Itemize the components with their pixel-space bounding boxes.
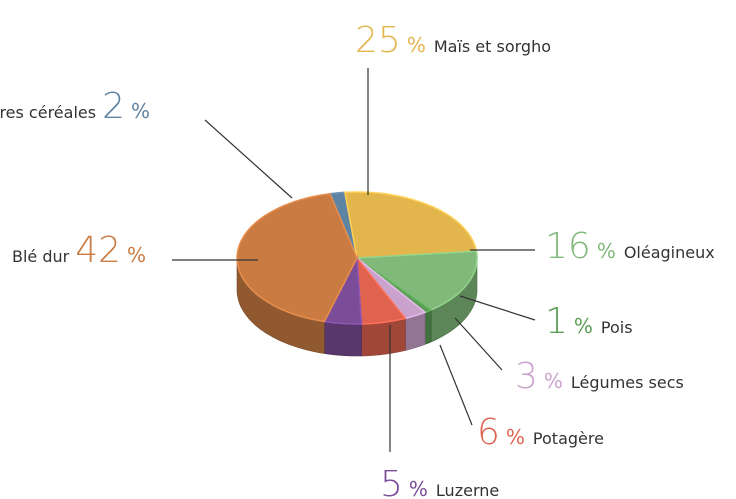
- label: 6% Potagère: [477, 412, 604, 453]
- value-unit: %: [127, 243, 146, 267]
- label: 3% Légumes secs: [515, 356, 684, 397]
- category-label: Pois: [601, 318, 633, 337]
- category-label: Oléagineux: [624, 243, 715, 262]
- value-number: 25: [355, 20, 401, 61]
- pie: [236, 191, 478, 357]
- value-label: 16%: [545, 226, 616, 267]
- value-number: 2: [102, 86, 125, 127]
- value-unit: %: [131, 99, 150, 123]
- category-label: Maïs et sorgho: [434, 37, 551, 56]
- value-label: 42%: [75, 230, 146, 271]
- label: 5% Luzerne: [380, 464, 499, 499]
- leader-line: [459, 295, 536, 321]
- label: Autres céréales 2%: [0, 86, 150, 127]
- value-label: 25%: [355, 20, 426, 61]
- leader-line: [454, 317, 503, 371]
- value-unit: %: [407, 33, 426, 57]
- label: 1% Pois: [545, 301, 633, 342]
- slice: [236, 192, 358, 323]
- leader-line: [204, 119, 293, 199]
- value-unit: %: [597, 239, 616, 263]
- category-label: Légumes secs: [571, 373, 684, 392]
- category-label: Blé dur: [12, 247, 70, 266]
- slice: [344, 191, 478, 259]
- slice-side: [324, 321, 362, 357]
- value-unit: %: [409, 477, 428, 499]
- value-unit: %: [574, 314, 593, 338]
- value-label: 6%: [477, 412, 525, 453]
- value-unit: %: [506, 425, 525, 449]
- leader-line: [439, 344, 473, 426]
- label: 25% Maïs et sorgho: [355, 20, 551, 61]
- label: Blé dur 42%: [12, 230, 146, 271]
- value-label: 2%: [102, 86, 150, 127]
- value-unit: %: [544, 369, 563, 393]
- category-label: Luzerne: [436, 481, 499, 499]
- value-label: 5%: [380, 464, 428, 499]
- value-number: 3: [515, 356, 538, 397]
- value-number: 42: [75, 230, 121, 271]
- label: 16% Oléagineux: [545, 226, 715, 267]
- value-number: 6: [477, 412, 500, 453]
- value-label: 1%: [545, 301, 593, 342]
- value-number: 1: [545, 301, 568, 342]
- slice-side: [424, 309, 432, 345]
- value-number: 16: [545, 226, 591, 267]
- category-label: Autres céréales: [0, 103, 96, 122]
- category-label: Potagère: [533, 429, 604, 448]
- value-number: 5: [380, 464, 403, 499]
- slice: [354, 250, 478, 311]
- value-label: 3%: [515, 356, 563, 397]
